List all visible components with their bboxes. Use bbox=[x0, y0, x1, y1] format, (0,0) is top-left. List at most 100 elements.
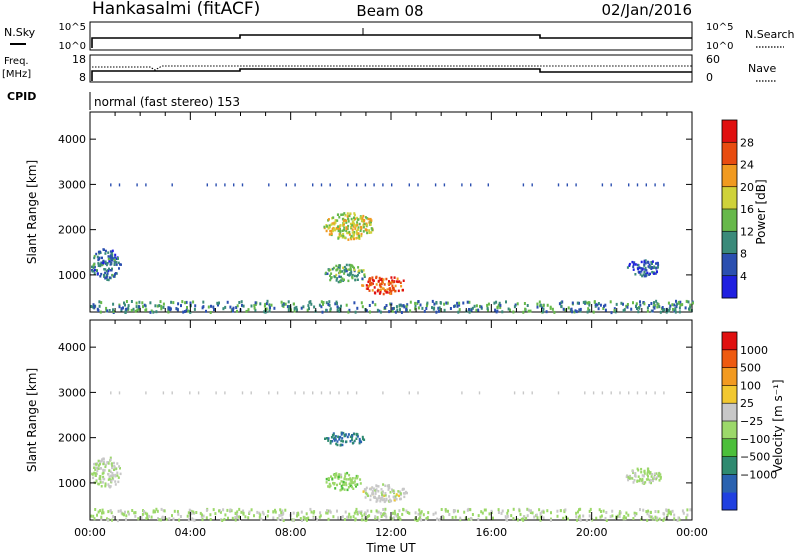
power-cell bbox=[99, 310, 102, 314]
power-cell bbox=[639, 273, 642, 276]
power-cell bbox=[94, 268, 96, 272]
velocity-cell bbox=[395, 493, 398, 496]
power-cell bbox=[98, 304, 101, 308]
velocity-cell bbox=[109, 456, 112, 460]
velocity-cell bbox=[222, 508, 225, 512]
power-echo-dot bbox=[417, 183, 419, 187]
power-cell bbox=[522, 310, 525, 314]
velocity-cell bbox=[302, 515, 305, 519]
power-cell bbox=[588, 303, 591, 307]
power-echo-dot bbox=[443, 183, 446, 187]
power-cell bbox=[263, 310, 266, 314]
velocity-cell bbox=[101, 472, 104, 475]
velocity-cell bbox=[383, 511, 386, 515]
velocity-cell bbox=[631, 477, 634, 480]
velocity-cell bbox=[384, 507, 387, 511]
nsky-label: N.Sky bbox=[4, 26, 36, 39]
velocity-cell bbox=[633, 474, 636, 477]
power-cell bbox=[108, 260, 111, 263]
power-cell bbox=[626, 305, 629, 309]
power-ytick-label: 3000 bbox=[58, 178, 86, 191]
power-cell bbox=[473, 304, 476, 308]
velocity-cell bbox=[539, 518, 542, 522]
power-cell bbox=[394, 289, 397, 293]
power-cell bbox=[382, 292, 385, 296]
power-cell bbox=[391, 284, 394, 287]
velocity-cell bbox=[504, 515, 507, 519]
velocity-echo-dot bbox=[110, 391, 112, 395]
velocity-cell bbox=[102, 475, 105, 479]
power-cell bbox=[338, 216, 341, 219]
x-tick-label: 12:00 bbox=[375, 526, 407, 539]
velocity-cell bbox=[406, 511, 409, 514]
velocity-cell bbox=[422, 513, 425, 517]
velocity-cell bbox=[477, 517, 480, 521]
power-cell bbox=[648, 304, 651, 307]
velocity-cell bbox=[355, 485, 357, 488]
power-cell bbox=[409, 300, 412, 304]
velocity-cell bbox=[347, 478, 350, 481]
velocity-cell bbox=[363, 512, 366, 516]
power-cell bbox=[394, 310, 397, 314]
velocity-cell bbox=[391, 517, 394, 521]
power-cell bbox=[678, 310, 681, 314]
power-cell bbox=[361, 284, 364, 287]
power-cell bbox=[93, 272, 96, 275]
freq-panel bbox=[89, 54, 693, 83]
velocity-cell bbox=[347, 515, 350, 519]
power-cell bbox=[356, 223, 359, 227]
power-cell bbox=[653, 306, 656, 310]
power-cell bbox=[320, 300, 323, 304]
velocity-cell bbox=[100, 515, 103, 519]
power-cell bbox=[375, 276, 378, 280]
power-cell bbox=[328, 300, 331, 304]
velocity-cell bbox=[564, 515, 567, 519]
velocity-cell bbox=[339, 489, 342, 492]
power-echo-dot bbox=[373, 183, 375, 187]
power-echo-dot bbox=[610, 183, 612, 187]
power-cell bbox=[346, 215, 349, 218]
power-cell bbox=[351, 228, 354, 231]
power-cell bbox=[443, 308, 446, 312]
power-cell bbox=[363, 273, 366, 277]
power-cell bbox=[499, 305, 502, 309]
power-cell bbox=[425, 304, 428, 308]
velocity-cell bbox=[382, 512, 385, 516]
velocity-cell bbox=[250, 508, 253, 512]
power-cell bbox=[389, 302, 392, 306]
power-cell bbox=[647, 265, 650, 268]
power-cell bbox=[351, 273, 354, 277]
power-cell bbox=[677, 300, 680, 304]
power-cell bbox=[373, 286, 376, 289]
power-cell bbox=[685, 299, 688, 303]
velocity-cell bbox=[371, 486, 374, 489]
velocity-cell bbox=[353, 432, 356, 436]
power-cell bbox=[390, 276, 393, 279]
power-cell bbox=[93, 254, 96, 258]
velocity-cell bbox=[102, 457, 105, 461]
velocity-cell bbox=[101, 481, 104, 484]
power-cell bbox=[348, 308, 351, 312]
power-cell bbox=[529, 309, 532, 313]
power-cell bbox=[107, 251, 110, 254]
power-cell bbox=[358, 222, 361, 226]
power-cell bbox=[391, 307, 394, 311]
velocity-cell bbox=[364, 491, 367, 495]
velocity-cell bbox=[371, 490, 374, 493]
power-cell bbox=[493, 301, 496, 305]
velocity-cell bbox=[356, 435, 359, 438]
power-cell bbox=[360, 219, 363, 222]
power-cell bbox=[541, 306, 543, 310]
velocity-cell bbox=[392, 511, 394, 515]
velocity-cell bbox=[599, 515, 602, 519]
power-cell bbox=[439, 301, 442, 305]
velocity-cell bbox=[93, 462, 96, 466]
powerBar-swatch bbox=[722, 120, 737, 143]
velocity-cell bbox=[628, 477, 631, 480]
velocity-cell bbox=[114, 475, 117, 478]
power-cell bbox=[340, 213, 343, 216]
power-cell bbox=[380, 282, 383, 286]
power-cell bbox=[457, 310, 460, 314]
velocity-cell bbox=[358, 439, 361, 443]
power-echo-dot bbox=[663, 183, 665, 187]
